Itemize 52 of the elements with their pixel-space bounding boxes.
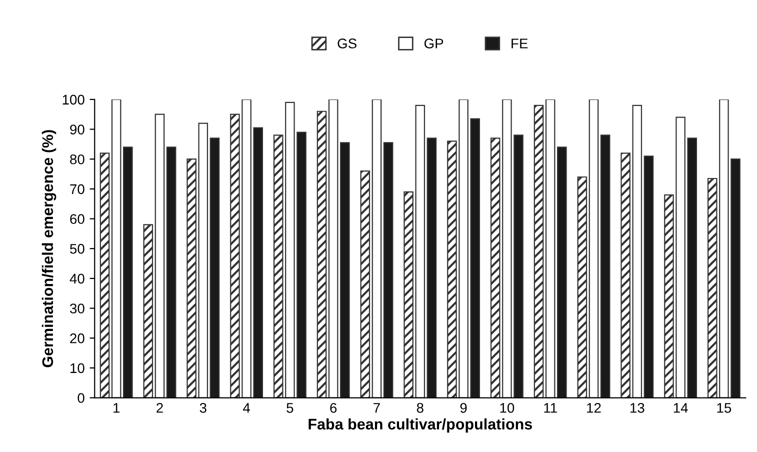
x-tick-label: 8: [416, 402, 424, 413]
bar: [210, 138, 220, 398]
x-tick-label: 2: [156, 402, 163, 413]
y-tick-label: 60: [70, 214, 84, 224]
legend-label: GS: [338, 38, 356, 48]
bar: [600, 134, 610, 398]
bar: [166, 146, 176, 398]
bar: [426, 138, 437, 398]
y-axis-title: Germination/field emergence (%): [42, 130, 56, 368]
x-tick-label: 7: [374, 403, 380, 413]
bar: [644, 156, 654, 398]
legend-label: FE: [512, 38, 528, 48]
bar: [372, 99, 382, 398]
bar: [143, 224, 154, 398]
x-tick-label: 13: [630, 402, 644, 413]
x-tick-label: 3: [200, 402, 206, 413]
bar: [328, 99, 338, 398]
bar: [577, 176, 588, 398]
bar: [316, 110, 327, 398]
x-tick-label: 5: [286, 403, 294, 413]
x-axis-title: Faba bean cultivar/populations: [308, 418, 532, 433]
bar: [557, 146, 567, 398]
y-tick-label: 50: [70, 244, 84, 254]
y-tick-label: 90: [70, 124, 84, 134]
bar: [340, 142, 350, 398]
bar: [534, 104, 544, 398]
bar: [545, 99, 556, 398]
x-tick-label: 12: [587, 402, 601, 413]
legend-label: GP: [424, 38, 444, 48]
bar: [360, 170, 370, 398]
bar: [100, 152, 110, 398]
y-tick-label: 40: [70, 274, 84, 284]
y-tick-label: 0: [78, 393, 84, 403]
bar: [111, 99, 122, 398]
y-tick-label: 70: [70, 184, 84, 194]
bar: [154, 114, 165, 398]
x-tick-label: 10: [500, 402, 514, 413]
x-tick-label: 6: [330, 402, 337, 413]
x-tick-label: 11: [544, 403, 557, 413]
y-tick-label: 30: [70, 304, 84, 314]
bar: [588, 99, 599, 398]
x-tick-label: 14: [674, 403, 688, 413]
bar: [383, 142, 394, 398]
x-tick-label: 15: [717, 403, 732, 413]
x-tick-label: 9: [460, 402, 467, 413]
bar: [123, 146, 133, 398]
y-tick-label: 80: [70, 154, 84, 164]
y-tick-label: 20: [70, 333, 84, 344]
y-tick-label: 100: [62, 94, 84, 105]
x-tick-label: 1: [114, 403, 120, 413]
y-tick-label: 10: [70, 363, 84, 374]
x-tick-label: 4: [242, 403, 250, 413]
